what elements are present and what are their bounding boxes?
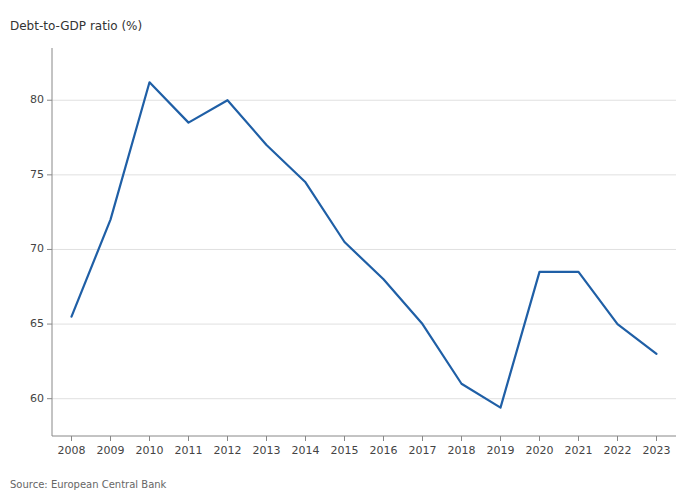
y-axis-label: Debt-to-GDP ratio (%) [10, 19, 142, 33]
chart-container: 6065707580200820092010201120122013201420… [0, 0, 700, 500]
x-tick-label: 2011 [175, 444, 203, 457]
y-tick [47, 249, 52, 250]
x-tick-label: 2008 [58, 444, 86, 457]
y-tick [47, 398, 52, 399]
x-tick-label: 2013 [253, 444, 281, 457]
x-tick-label: 2019 [487, 444, 515, 457]
chart: 6065707580200820092010201120122013201420… [0, 0, 700, 500]
grid-line [52, 398, 676, 399]
x-tick-label: 2010 [136, 444, 164, 457]
y-tick-label: 70 [30, 242, 44, 255]
x-tick [617, 436, 618, 441]
x-tick [461, 436, 462, 441]
y-axis-line [52, 48, 53, 436]
x-axis-line [52, 436, 676, 437]
x-tick-label: 2017 [409, 444, 437, 457]
grid-line [52, 249, 676, 250]
x-tick-label: 2020 [526, 444, 554, 457]
y-tick-label: 65 [30, 317, 44, 330]
source-note: Source: European Central Bank [10, 479, 167, 490]
y-tick-label: 60 [30, 392, 44, 405]
x-tick [422, 436, 423, 441]
x-tick [149, 436, 150, 441]
x-tick [344, 436, 345, 441]
x-tick-label: 2021 [565, 444, 593, 457]
grid-line [52, 174, 676, 175]
y-tick-label: 80 [30, 93, 44, 106]
x-tick [305, 436, 306, 441]
x-tick-label: 2015 [331, 444, 359, 457]
x-tick [110, 436, 111, 441]
x-tick [227, 436, 228, 441]
line [72, 82, 657, 407]
x-tick [383, 436, 384, 441]
x-tick-label: 2022 [604, 444, 632, 457]
x-axis: 2008 2009 2010 2011 2012 2013 2014 2015 2016 2017… [52, 436, 676, 457]
grid-line [52, 324, 676, 325]
y-grid [52, 100, 676, 398]
y-tick [47, 100, 52, 101]
x-tick-label: 2023 [643, 444, 671, 457]
x-tick-label: 2018 [448, 444, 476, 457]
x-tick [188, 436, 189, 441]
x-tick [539, 436, 540, 441]
x-tick-label: 2014 [292, 444, 320, 457]
x-tick [656, 436, 657, 441]
x-tick [500, 436, 501, 441]
y-axis: 60 65 70 75 80 [30, 48, 52, 436]
x-tick-label: 2012 [214, 444, 242, 457]
x-tick [266, 436, 267, 441]
y-tick [47, 174, 52, 175]
plot-area [72, 82, 657, 407]
y-tick [47, 324, 52, 325]
y-tick-label: 75 [30, 168, 44, 181]
x-tick-label: 2009 [97, 444, 125, 457]
x-tick [578, 436, 579, 441]
x-tick-label: 2016 [370, 444, 398, 457]
x-tick [71, 436, 72, 441]
